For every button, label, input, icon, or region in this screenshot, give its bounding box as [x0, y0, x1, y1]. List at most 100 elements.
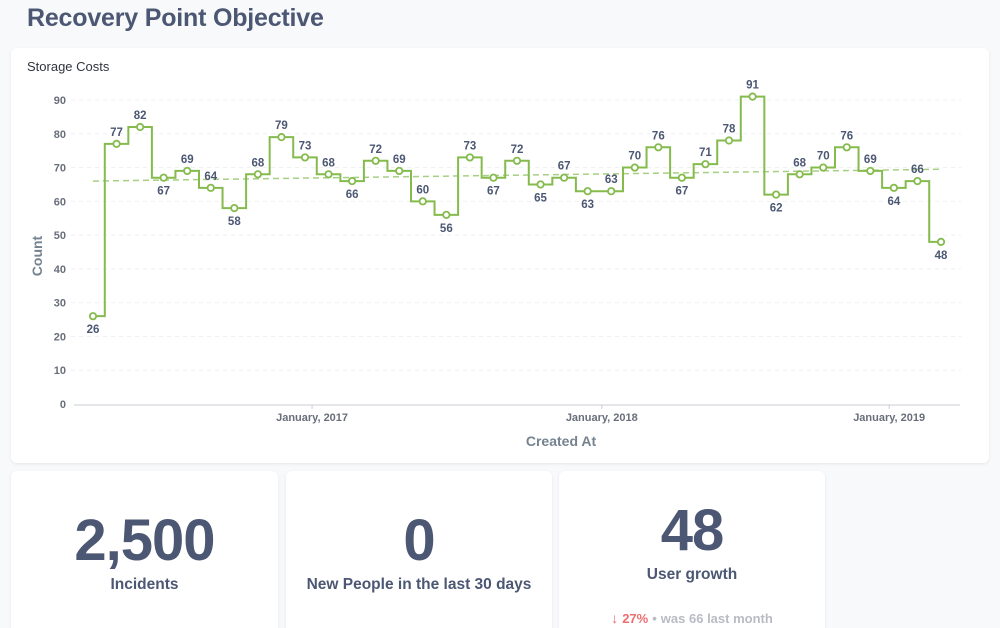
data-point [936, 237, 946, 246]
data-point [324, 170, 333, 179]
data-label: 63 [605, 174, 618, 186]
data-label: 67 [558, 161, 571, 173]
data-point [795, 170, 804, 179]
data-point [677, 173, 686, 182]
y-tick-label: 80 [54, 129, 66, 141]
y-tick-label: 10 [54, 365, 66, 377]
y-tick-label: 50 [54, 230, 66, 242]
data-label: 64 [887, 196, 900, 208]
data-label: 67 [487, 186, 500, 198]
data-label: 79 [275, 120, 288, 132]
data-label: 76 [652, 130, 665, 142]
data-label: 78 [723, 124, 736, 136]
data-point [442, 210, 451, 219]
data-label: 77 [110, 127, 123, 139]
data-point [913, 176, 922, 186]
data-label: 68 [322, 157, 335, 169]
data-label: 73 [299, 140, 312, 152]
change-percent: 27% [622, 611, 649, 626]
arrow-down-icon: ↓ [611, 610, 619, 626]
data-point [654, 143, 663, 152]
data-point [88, 312, 98, 321]
previous-period: last month [707, 611, 773, 626]
data-point [371, 156, 380, 165]
data-point [748, 92, 757, 101]
data-label: 70 [817, 151, 830, 163]
chart-card: Storage Costs 0 10 20 30 40 50 60 70 80 90 January… [11, 48, 989, 463]
data-label: 70 [628, 151, 641, 163]
data-point [560, 173, 569, 182]
data-point [159, 173, 168, 182]
x-tick-label: January, 2019 [853, 412, 925, 424]
data-point [512, 156, 522, 165]
data-label: 82 [134, 110, 147, 122]
stat-label[interactable]: User growth [646, 566, 738, 583]
data-point [418, 197, 427, 206]
y-axis-label: Count [29, 235, 45, 276]
data-point [277, 133, 286, 142]
data-label: 48 [935, 250, 948, 262]
data-point [206, 183, 215, 192]
y-tick-label: 90 [54, 95, 66, 107]
data-point [866, 166, 875, 176]
data-point [183, 166, 192, 176]
stat-card-incidents[interactable]: 2,500 Incidents [11, 471, 278, 628]
data-point [300, 153, 310, 162]
y-tick-label: 70 [54, 163, 66, 175]
chart-title[interactable]: Storage Costs [27, 59, 110, 74]
data-label: 66 [911, 164, 924, 176]
trend-line [92, 168, 942, 182]
page-title: Recovery Point Objective [27, 4, 324, 32]
y-tick-label: 60 [54, 196, 66, 208]
data-label: 64 [204, 171, 217, 183]
stat-label[interactable]: New People in the last 30 days [306, 576, 532, 593]
data-label: 72 [369, 144, 382, 156]
data-label: 73 [463, 140, 476, 152]
series-step-line [93, 95, 941, 318]
y-tick-label: 30 [54, 298, 66, 310]
data-point [395, 166, 404, 176]
previous-value: was 66 [660, 611, 704, 626]
data-point [701, 160, 710, 169]
data-point [253, 170, 262, 179]
data-label: 76 [840, 130, 853, 142]
y-tick-label: 0 [60, 399, 66, 411]
stat-label[interactable]: Incidents [110, 576, 179, 593]
data-point [112, 139, 121, 149]
data-point [583, 187, 592, 196]
data-point [607, 187, 616, 196]
data-label: 67 [675, 186, 688, 198]
data-label: 69 [864, 154, 877, 166]
stat-value: 0 [403, 508, 435, 573]
chart-svg: 0 10 20 30 40 50 60 70 80 90 January, 2017 January,… [29, 80, 961, 449]
data-label: 69 [393, 154, 406, 166]
x-tick-label: January, 2017 [276, 412, 348, 424]
data-label: 67 [157, 186, 170, 198]
stat-card-new-people[interactable]: 0 New People in the last 30 days [286, 471, 552, 628]
data-label: 63 [581, 199, 594, 211]
x-tick-label: January, 2018 [566, 412, 638, 424]
y-tick-label: 20 [54, 331, 66, 343]
comparison-row: ↓ 27% • was 66 last month [559, 610, 825, 626]
data-point [842, 143, 851, 152]
data-point [465, 153, 474, 162]
data-label: 66 [346, 189, 359, 201]
separator-dot: • [652, 611, 657, 626]
stat-card-user-growth[interactable]: 48 User growth ↓ 27% • was 66 last month [559, 471, 825, 628]
data-point [489, 173, 498, 182]
data-point [348, 176, 357, 186]
data-point [819, 163, 828, 172]
y-tick-label: 40 [54, 264, 66, 276]
data-label: 68 [793, 157, 806, 169]
data-label: 72 [511, 144, 524, 156]
data-label: 69 [181, 154, 194, 166]
data-label: 91 [746, 80, 759, 92]
data-point [724, 136, 734, 145]
data-label: 60 [416, 184, 429, 196]
data-point [230, 203, 239, 213]
x-axis-label: Created At [526, 433, 597, 449]
data-label: 62 [770, 203, 783, 215]
data-point [889, 183, 898, 192]
data-point [136, 122, 145, 132]
data-point [772, 190, 781, 199]
